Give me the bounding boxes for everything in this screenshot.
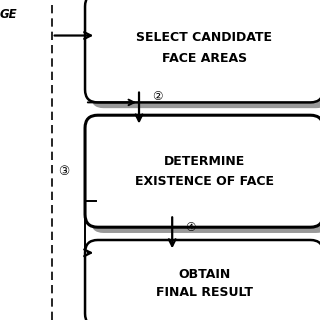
Text: FACE AREAS: FACE AREAS — [162, 52, 247, 65]
Text: SELECT CANDIDATE: SELECT CANDIDATE — [136, 31, 272, 44]
Text: DETERMINE: DETERMINE — [164, 155, 245, 168]
FancyBboxPatch shape — [91, 246, 320, 320]
Text: GE: GE — [0, 8, 17, 21]
FancyBboxPatch shape — [91, 0, 320, 108]
Text: ②: ② — [152, 90, 162, 102]
Text: OBTAIN: OBTAIN — [178, 268, 230, 281]
Text: ③: ③ — [58, 165, 69, 178]
FancyBboxPatch shape — [85, 0, 320, 102]
FancyBboxPatch shape — [85, 115, 320, 227]
Text: ④: ④ — [185, 221, 196, 234]
Text: FINAL RESULT: FINAL RESULT — [156, 285, 252, 299]
Text: EXISTENCE OF FACE: EXISTENCE OF FACE — [135, 175, 274, 188]
FancyBboxPatch shape — [85, 240, 320, 320]
FancyBboxPatch shape — [91, 121, 320, 233]
